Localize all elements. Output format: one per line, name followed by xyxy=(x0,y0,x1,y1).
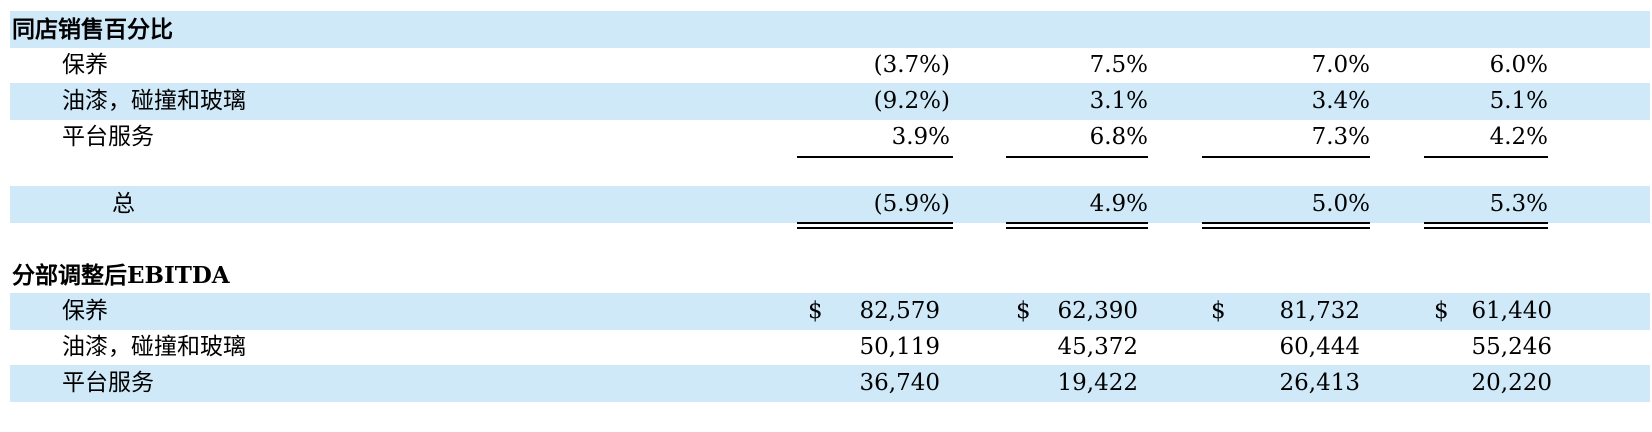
total-double-underline xyxy=(1202,222,1370,224)
subtotal-underline xyxy=(1202,156,1370,158)
table-row: 平台服务 3.9% 6.8% 7.3% 4.2% xyxy=(10,119,1650,156)
value-cell: 7.0% xyxy=(1311,52,1370,78)
currency-symbol: $ xyxy=(1434,298,1449,324)
currency-symbol: $ xyxy=(808,298,823,324)
value-cell: 26,413 xyxy=(1279,370,1360,396)
table-row: 保养 $ 82,579 $ 62,390 $ 81,732 $ 61,440 xyxy=(10,293,1650,330)
value-cell: 45,372 xyxy=(1057,334,1138,360)
value-cell: 7.3% xyxy=(1311,124,1370,150)
total-double-underline xyxy=(1202,227,1370,229)
value-cell: 5.3% xyxy=(1489,191,1548,217)
value-cell: 3.1% xyxy=(1089,88,1148,114)
value-cell: 36,740 xyxy=(859,370,940,396)
value-cell: 6.0% xyxy=(1489,52,1548,78)
currency-symbol: $ xyxy=(1211,298,1226,324)
value-cell: 3.4% xyxy=(1311,88,1370,114)
currency-symbol: $ xyxy=(1016,298,1031,324)
row-label: 油漆，碰撞和玻璃 xyxy=(62,334,246,360)
total-label: 总 xyxy=(112,191,135,217)
same-store-heading-row: 同店销售百分比 xyxy=(10,11,1650,48)
total-double-underline xyxy=(1006,222,1148,224)
subtotal-underline xyxy=(797,156,953,158)
row-label: 保养 xyxy=(62,298,108,324)
value-cell: 3.9% xyxy=(891,124,950,150)
total-double-underline xyxy=(797,222,953,224)
value-cell: 81,732 xyxy=(1279,298,1360,324)
total-double-underline xyxy=(1424,222,1548,224)
row-label: 平台服务 xyxy=(62,370,154,396)
value-cell: (9.2%) xyxy=(873,88,950,114)
same-store-heading: 同店销售百分比 xyxy=(12,16,173,43)
total-double-underline xyxy=(1006,227,1148,229)
value-cell: 55,246 xyxy=(1471,334,1552,360)
table-row: 油漆，碰撞和玻璃 50,119 45,372 60,444 55,246 xyxy=(10,329,1650,366)
value-cell: 60,444 xyxy=(1279,334,1360,360)
value-cell: 82,579 xyxy=(859,298,940,324)
value-cell: 19,422 xyxy=(1057,370,1138,396)
value-cell: 62,390 xyxy=(1057,298,1138,324)
value-cell: 4.2% xyxy=(1489,124,1548,150)
row-label: 油漆，碰撞和玻璃 xyxy=(62,88,246,114)
value-cell: 50,119 xyxy=(859,334,940,360)
subtotal-underline xyxy=(1424,156,1548,158)
value-cell: 5.1% xyxy=(1489,88,1548,114)
total-double-underline xyxy=(1424,227,1548,229)
table-row: 平台服务 36,740 19,422 26,413 20,220 xyxy=(10,365,1650,402)
ebitda-heading: 分部调整后EBITDA xyxy=(12,262,230,289)
value-cell: (3.7%) xyxy=(873,52,950,78)
total-double-underline xyxy=(797,227,953,229)
ebitda-heading-row: 分部调整后EBITDA xyxy=(10,257,1650,294)
total-row: 总 (5.9%) 4.9% 5.0% 5.3% xyxy=(10,186,1650,223)
row-label: 平台服务 xyxy=(62,124,154,150)
subtotal-underline xyxy=(1006,156,1148,158)
table-row: 油漆，碰撞和玻璃 (9.2%) 3.1% 3.4% 5.1% xyxy=(10,83,1650,120)
value-cell: 4.9% xyxy=(1089,191,1148,217)
table-row: 保养 (3.7%) 7.5% 7.0% 6.0% xyxy=(10,47,1650,84)
value-cell: (5.9%) xyxy=(873,191,950,217)
row-label: 保养 xyxy=(62,52,108,78)
value-cell: 6.8% xyxy=(1089,124,1148,150)
value-cell: 20,220 xyxy=(1471,370,1552,396)
value-cell: 61,440 xyxy=(1471,298,1552,324)
value-cell: 5.0% xyxy=(1311,191,1370,217)
value-cell: 7.5% xyxy=(1089,52,1148,78)
